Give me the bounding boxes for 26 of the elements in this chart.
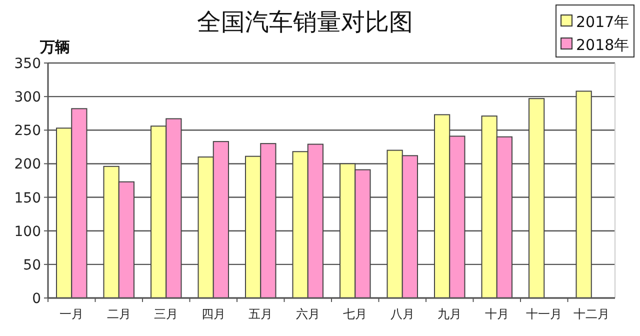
y-tick-label: 200: [14, 156, 41, 173]
y-tick-label: 0: [32, 291, 41, 307]
legend-label: 2018年: [576, 36, 630, 54]
x-tick-label: 七月: [343, 307, 368, 321]
x-tick-label: 四月: [201, 307, 226, 321]
x-tick-label: 十月: [484, 307, 509, 321]
x-tick-label: 八月: [390, 307, 414, 321]
legend-label: 2017年: [576, 13, 630, 31]
x-tick-label: 十二月: [573, 307, 610, 321]
y-tick-label: 250: [14, 123, 41, 140]
y-tick-label: 150: [14, 190, 41, 206]
x-tick-label: 六月: [296, 307, 320, 321]
y-tick-label: 100: [14, 224, 41, 240]
bar: [576, 90, 592, 298]
x-tick-label: 二月: [106, 307, 131, 321]
x-tick-label: 五月: [248, 307, 273, 321]
bar: [528, 98, 545, 298]
x-tick-label: 九月: [438, 307, 462, 321]
x-tick-label: 三月: [154, 307, 178, 321]
y-tick-label: 300: [14, 90, 41, 106]
y-tick-label: 50: [23, 257, 41, 274]
chart-title: 全国汽车销量对比图: [197, 8, 413, 36]
y-tick-label: 350: [14, 56, 41, 72]
x-tick-label: 十一月: [526, 307, 562, 321]
x-tick-label: 一月: [60, 307, 84, 321]
y-axis-title: 万辆: [39, 38, 70, 56]
